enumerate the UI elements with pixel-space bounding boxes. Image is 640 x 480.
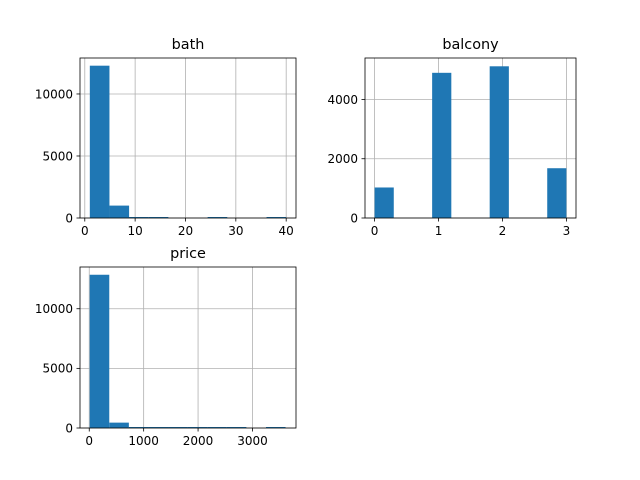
x-tick-label: 40 — [279, 224, 294, 238]
histogram-bar — [489, 66, 509, 218]
x-tick-label: 10 — [127, 224, 142, 238]
histogram-bar — [187, 427, 208, 428]
histogram-bar — [265, 427, 286, 428]
histogram-bar — [547, 168, 567, 218]
x-tick-label: 0 — [81, 224, 89, 238]
x-tick-label: 2000 — [183, 434, 214, 448]
x-tick-label: 1 — [435, 224, 443, 238]
histogram-bar — [374, 187, 394, 218]
subplot-title: price — [170, 246, 206, 262]
x-tick-label: 20 — [178, 224, 193, 238]
x-tick-label: 0 — [371, 224, 379, 238]
histogram-bar — [109, 205, 130, 218]
histogram-bar — [168, 427, 188, 428]
histogram-bar — [207, 427, 227, 428]
y-tick-label: 5000 — [42, 149, 73, 163]
y-tick-label: 0 — [65, 421, 73, 435]
y-tick-label: 4000 — [327, 93, 358, 107]
x-tick-label: 1000 — [128, 434, 159, 448]
subplot-title: balcony — [442, 37, 499, 53]
x-tick-label: 2 — [499, 224, 507, 238]
x-tick-label: 3 — [563, 224, 571, 238]
subplot-bath: 0 10 20 30 40 0 5000 10000 bath — [35, 37, 297, 238]
histogram-bar — [432, 72, 452, 218]
histogram-bar — [207, 217, 228, 218]
subplot-balcony: 0 1 2 3 0 2000 4000 balcony — [327, 37, 577, 238]
y-tick-label: 0 — [65, 211, 73, 225]
histogram-bar — [89, 65, 110, 218]
subplot-title: bath — [172, 37, 205, 53]
x-tick-label: 30 — [228, 224, 243, 238]
y-tick-label: 2000 — [327, 152, 358, 166]
histogram-bar — [89, 274, 110, 428]
y-tick-label: 10000 — [35, 87, 73, 101]
histogram-bar — [148, 427, 169, 428]
histogram-bar — [148, 217, 169, 218]
x-tick-label: 0 — [85, 434, 93, 448]
axes-frame — [79, 57, 297, 219]
subplot-price: 0 1000 2000 3000 0 5000 10000 price — [35, 246, 297, 448]
histogram-bar — [109, 422, 129, 428]
axes-frame — [79, 266, 297, 429]
y-tick-label: 10000 — [35, 302, 73, 316]
axes-frame — [364, 57, 577, 219]
y-tick-label: 5000 — [42, 362, 73, 376]
x-tick-label: 3000 — [237, 434, 268, 448]
y-tick-label: 0 — [350, 211, 358, 225]
histogram-bar — [128, 427, 149, 428]
histogram-bar — [226, 427, 247, 428]
histogram-bar — [266, 217, 287, 218]
histogram-bar — [129, 217, 149, 218]
